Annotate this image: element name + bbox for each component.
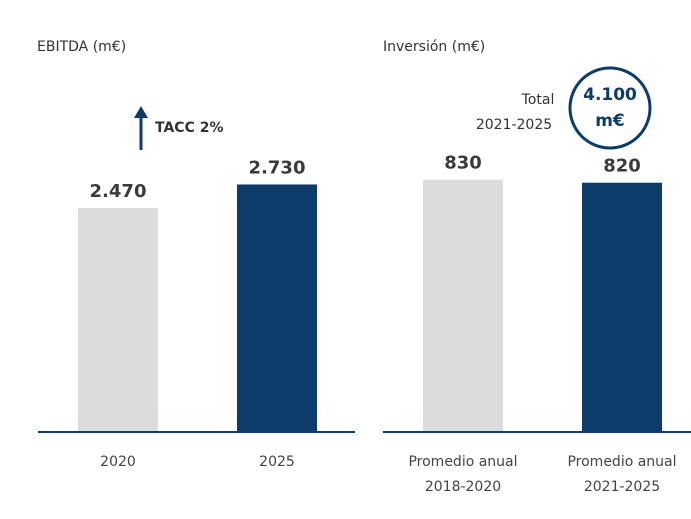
value-label: 2.470 [90, 181, 147, 202]
value-label: 830 [444, 153, 482, 174]
chart-title: EBITDA (m€) [37, 39, 126, 55]
x-tick-label: 2018-2020 [425, 479, 501, 495]
arrow-head [134, 106, 148, 118]
value-label: 2.730 [249, 157, 306, 178]
x-tick-label: Promedio anual [567, 454, 676, 470]
total-value: 4.100 [583, 85, 637, 105]
bar [237, 184, 317, 432]
value-label: 820 [603, 156, 641, 177]
bar [78, 208, 158, 432]
annotation: TACC 2% [155, 120, 224, 136]
total-circle [568, 66, 652, 150]
annotation: 2021-2025 [476, 117, 552, 133]
x-tick-label: 2021-2025 [584, 479, 660, 495]
annotation: Total [521, 92, 555, 108]
x-tick-label: 2025 [259, 454, 295, 470]
total-unit: m€ [595, 111, 625, 131]
chart-title: Inversión (m€) [383, 39, 485, 55]
bar [582, 182, 662, 432]
x-tick-label: Promedio anual [408, 454, 517, 470]
bar [423, 179, 503, 432]
x-tick-label: 2020 [100, 454, 136, 470]
